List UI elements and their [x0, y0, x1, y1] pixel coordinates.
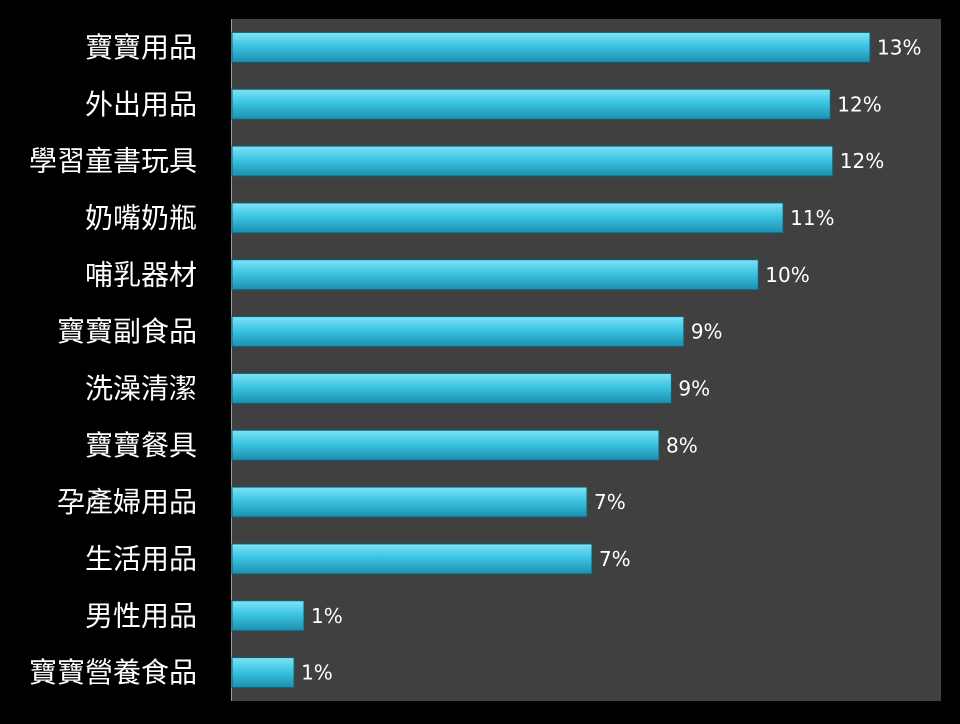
bar: [231, 543, 593, 575]
data-label: 9%: [691, 320, 723, 344]
data-label: 13%: [877, 35, 921, 59]
category-label: 寶寶副食品: [57, 315, 197, 348]
category-label: 外出用品: [85, 88, 197, 121]
category-label: 奶嘴奶瓶: [85, 201, 197, 234]
data-label: 11%: [790, 206, 834, 230]
value-labels-group: 13% 12% 12% 11% 10% 9% 9% 8% 7% 7% 1% 1%: [301, 35, 921, 684]
bar: [231, 88, 831, 120]
category-labels-group: 寶寶用品外出用品學習童書玩具奶嘴奶瓶哺乳器材寶寶副食品洗澡清潔寶寶餐具孕產婦用品…: [29, 31, 197, 689]
data-label: 7%: [599, 547, 631, 571]
bar: [231, 316, 685, 348]
category-label: 哺乳器材: [85, 258, 197, 291]
data-label: 1%: [311, 604, 343, 628]
bar: [231, 372, 672, 404]
plot-area: [231, 19, 941, 701]
bars-group: [231, 31, 871, 689]
category-label: 生活用品: [85, 542, 197, 575]
category-label: 寶寶餐具: [85, 429, 197, 462]
category-label: 學習童書玩具: [29, 145, 197, 178]
data-label: 8%: [666, 433, 698, 457]
data-label: 12%: [837, 92, 881, 116]
bar: [231, 657, 295, 689]
category-label: 孕產婦用品: [57, 486, 197, 519]
data-label: 10%: [765, 263, 809, 287]
bar: [231, 202, 784, 234]
bar: [231, 145, 834, 177]
bar: [231, 259, 759, 291]
data-label: 12%: [840, 149, 884, 173]
bar: [231, 600, 305, 632]
bar: [231, 486, 588, 518]
data-label: 1%: [301, 661, 333, 685]
bar: [231, 429, 660, 461]
data-label: 9%: [678, 376, 710, 400]
category-label: 寶寶用品: [85, 31, 197, 64]
category-label: 男性用品: [85, 599, 197, 632]
category-label: 洗澡清潔: [85, 372, 197, 405]
data-label: 7%: [594, 490, 626, 514]
category-label: 寶寶營養食品: [29, 656, 197, 689]
bar: [231, 31, 871, 63]
